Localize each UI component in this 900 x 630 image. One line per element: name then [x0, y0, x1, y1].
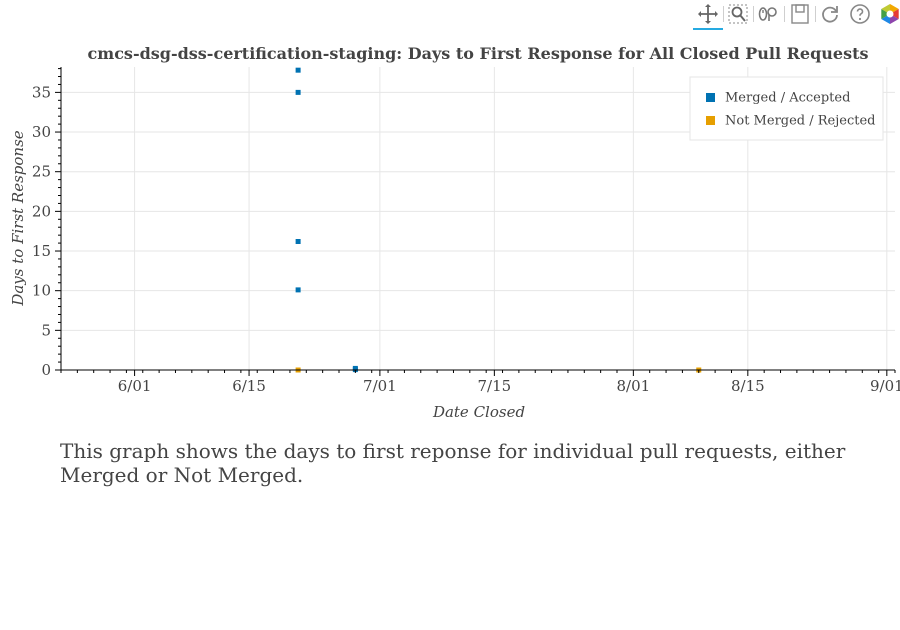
pan-tool[interactable] — [696, 2, 720, 26]
chart-toolbar — [690, 0, 900, 32]
box-zoom-icon — [728, 4, 748, 24]
chart-description: This graph shows the days to first repon… — [60, 439, 846, 487]
box-zoom-tool[interactable] — [726, 2, 750, 26]
data-points — [295, 67, 702, 373]
wheel-zoom-tool[interactable] — [756, 2, 780, 26]
y-tick-label: 0 — [41, 361, 51, 379]
x-tick-label: 6/01 — [118, 377, 152, 395]
active-tool-indicator — [693, 28, 723, 30]
wheel-zoom-icon — [758, 7, 777, 21]
bokeh-logo-icon — [881, 4, 899, 24]
toolbar-separator — [784, 6, 785, 22]
reset-tool[interactable] — [818, 2, 842, 26]
x-tick-label: 8/15 — [731, 377, 765, 395]
y-tick-label: 30 — [32, 123, 51, 141]
pan-icon — [698, 4, 718, 24]
y-tick-label: 25 — [32, 163, 51, 181]
y-tick-label: 10 — [32, 282, 51, 300]
help-tool[interactable] — [848, 2, 872, 26]
merged-point[interactable] — [295, 89, 301, 95]
chart[interactable]: 0 5 10 15 20 25 30 35 6/01 6/15 7/01 7/15 8/01 8/15 9/… — [0, 0, 900, 430]
toolbar-separator — [723, 6, 724, 22]
merged-point[interactable] — [295, 239, 301, 245]
bokeh-logo[interactable] — [878, 2, 900, 26]
save-tool[interactable] — [788, 2, 812, 26]
legend-label[interactable]: Not Merged / Rejected — [725, 114, 875, 129]
x-tick-label: 7/15 — [478, 377, 512, 395]
y-axis-label: Days to First Response — [9, 130, 27, 306]
legend: Merged / Accepted Not Merged / Rejected — [689, 76, 884, 141]
x-axis-label: Date Closed — [432, 403, 525, 421]
x-tick-label: 8/01 — [617, 377, 651, 395]
y-tick-label: 35 — [32, 83, 51, 101]
merged-point[interactable] — [295, 67, 301, 73]
x-tick-label: 9/01 — [870, 377, 900, 395]
axes: 0 5 10 15 20 25 30 35 6/01 6/15 7/01 7/15 8/01 8/15 9/… — [32, 67, 900, 395]
x-tick-label: 6/15 — [232, 377, 266, 395]
legend-swatch[interactable] — [706, 93, 715, 102]
y-tick-label: 15 — [32, 242, 51, 260]
merged-point[interactable] — [295, 287, 301, 293]
toolbar-separator — [815, 6, 816, 22]
x-tick-label: 7/01 — [363, 377, 397, 395]
legend-box — [689, 76, 884, 141]
reset-icon — [822, 6, 838, 23]
help-icon — [850, 4, 870, 24]
y-tick-label: 5 — [41, 321, 51, 339]
save-icon — [791, 4, 809, 24]
legend-swatch[interactable] — [706, 116, 715, 125]
chart-title: cmcs-dsg-dss-certification-staging: Days… — [88, 44, 869, 63]
y-tick-label: 20 — [32, 202, 51, 220]
legend-label[interactable]: Merged / Accepted — [725, 91, 850, 106]
toolbar-separator — [753, 6, 754, 22]
